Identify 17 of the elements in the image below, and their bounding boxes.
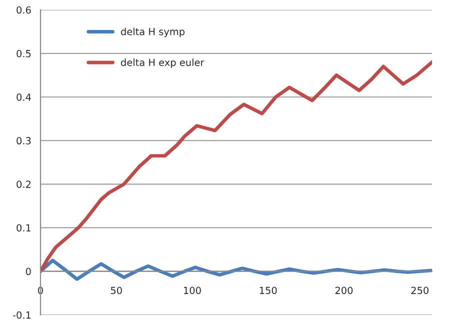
line-series	[40, 258, 432, 281]
legend-label: delta H exp euler	[121, 58, 204, 68]
y-tick-label: 0.3	[16, 137, 31, 144]
y-tick-label: 0.5	[16, 50, 31, 58]
y-tick-label: 0.4	[16, 93, 31, 101]
x-tick-label: 100	[184, 286, 201, 294]
x-tick-label: 200	[335, 286, 353, 294]
y-tick-label: 0	[26, 268, 31, 276]
x-tick-label: 50	[110, 286, 122, 294]
y-tick-label: 0.6	[16, 6, 31, 14]
legend-label: delta H symp	[121, 28, 185, 38]
x-tick-label: 250	[411, 286, 428, 294]
y-tick-label: 0.1	[16, 224, 31, 232]
line-series	[40, 60, 432, 274]
x-tick-label: 150	[260, 286, 277, 294]
y-tick-label: -0.1	[12, 311, 31, 319]
y-tick-label: 0.2	[16, 180, 30, 188]
